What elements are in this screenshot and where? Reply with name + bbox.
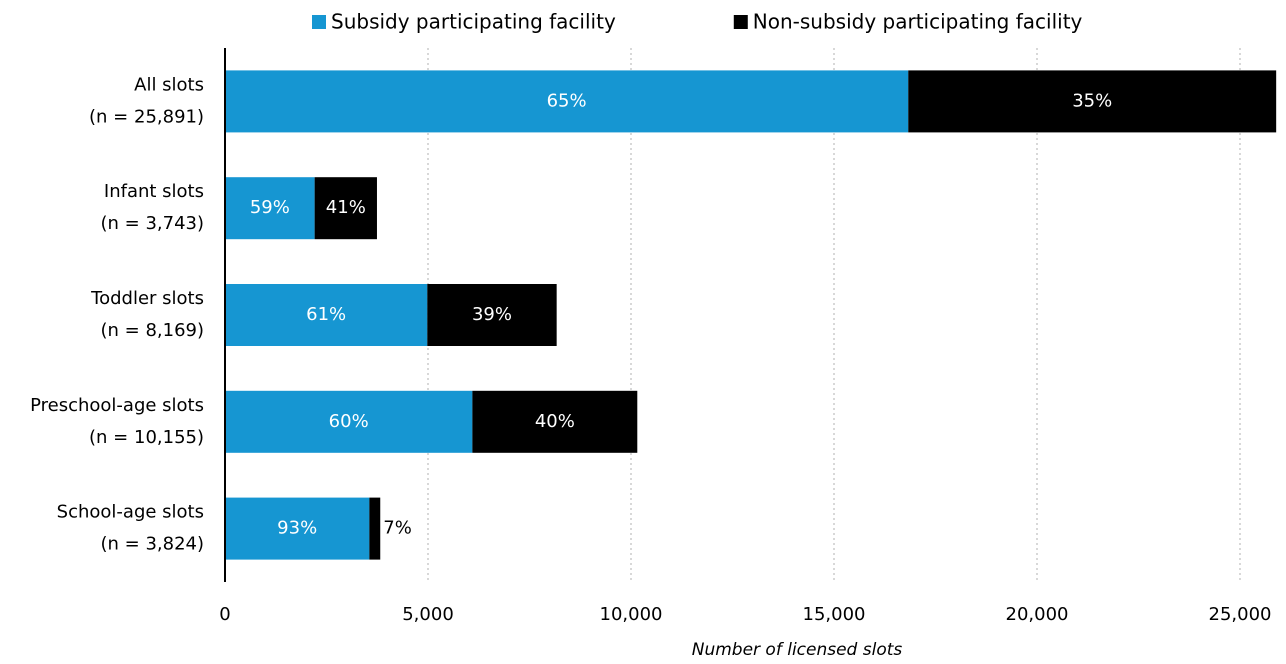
- bar-segment: [472, 390, 638, 453]
- bar-segment: [427, 284, 557, 346]
- data-label: 59%: [250, 197, 290, 218]
- data-label: 35%: [1072, 90, 1112, 111]
- y-tick-label: (n = 3,743): [100, 213, 204, 234]
- bar-segment: [225, 284, 428, 346]
- y-tick-label: Infant slots: [104, 181, 204, 202]
- legend-swatch: [733, 15, 748, 29]
- data-label: 39%: [472, 304, 512, 325]
- legend-label: Subsidy participating facility: [331, 10, 616, 34]
- y-tick-label: (n = 3,824): [100, 534, 204, 555]
- data-label: 7%: [383, 518, 412, 539]
- bar-segment: [908, 70, 1277, 133]
- data-label: 41%: [326, 197, 366, 218]
- x-tick-label: 25,000: [1209, 604, 1272, 625]
- y-tick-label: All slots: [134, 74, 204, 95]
- bar-segment: [225, 70, 909, 133]
- bar-segment: [225, 390, 473, 453]
- bar-segment: [314, 177, 377, 240]
- bar-segment: [225, 177, 315, 240]
- x-tick-label: 5,000: [402, 604, 454, 625]
- x-tick-label: 10,000: [600, 604, 663, 625]
- data-label: 61%: [306, 304, 346, 325]
- x-tick-label: 15,000: [803, 604, 866, 625]
- y-tick-label: Preschool-age slots: [30, 395, 204, 416]
- legend-swatch: [312, 15, 326, 29]
- data-label: 60%: [329, 411, 369, 432]
- y-tick-label: (n = 8,169): [100, 320, 204, 341]
- x-tick-label: 20,000: [1006, 604, 1069, 625]
- data-label: 40%: [535, 411, 575, 432]
- y-tick-label: (n = 10,155): [89, 427, 204, 448]
- y-tick-label: Toddler slots: [90, 288, 204, 309]
- y-tick-label: (n = 25,891): [89, 106, 204, 127]
- bar-segment: [369, 497, 381, 560]
- legend-label: Non-subsidy participating facility: [753, 10, 1083, 34]
- bar-segment: [225, 497, 370, 560]
- x-tick-label: 0: [219, 604, 230, 625]
- x-axis-title: Number of licensed slots: [692, 640, 903, 660]
- data-label: 65%: [547, 90, 587, 111]
- y-tick-label: School-age slots: [57, 502, 204, 523]
- data-label: 93%: [277, 518, 317, 539]
